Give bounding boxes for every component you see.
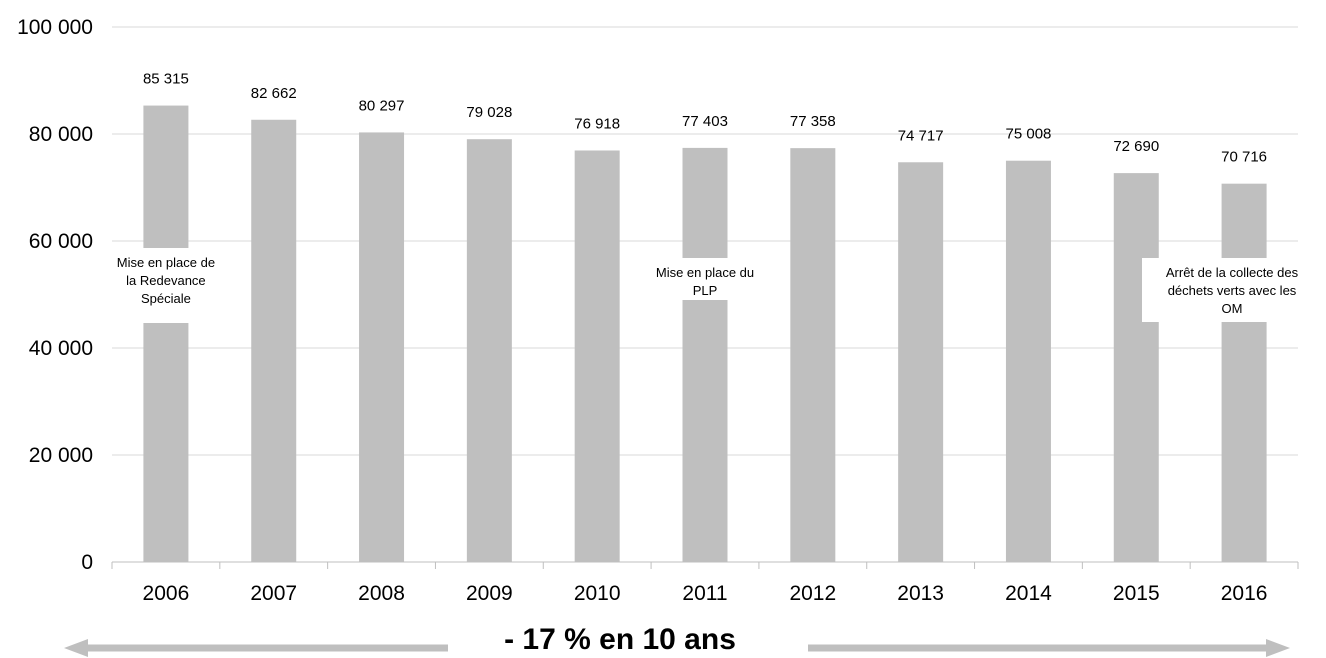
bar-2010 bbox=[574, 150, 620, 562]
data-labels: 85 315 82 662 80 297 79 028 76 918 77 403 77 3… bbox=[143, 71, 1267, 166]
annotation-2011: Mise en place du PLP bbox=[646, 258, 764, 300]
x-tick-label: 2013 bbox=[897, 582, 944, 605]
data-label: 79 028 bbox=[466, 104, 512, 121]
x-tick-label: 2008 bbox=[358, 582, 405, 605]
x-tick-label: 2014 bbox=[1005, 582, 1052, 605]
bars bbox=[143, 105, 1267, 563]
y-tick-label: 60 000 bbox=[29, 230, 93, 253]
data-label: 76 918 bbox=[574, 115, 620, 132]
data-label: 82 662 bbox=[251, 85, 297, 102]
bar-2015 bbox=[1113, 173, 1159, 562]
trend-arrow-right-head bbox=[1266, 639, 1290, 657]
x-tick-label: 2009 bbox=[466, 582, 513, 605]
x-axis-ticks: 2006 2007 2008 2009 2010 2011 2012 2013 2014 2015… bbox=[111, 562, 1299, 605]
x-tick-label: 2012 bbox=[789, 582, 836, 605]
y-tick-label: 0 bbox=[81, 551, 93, 574]
bar-2016 bbox=[1221, 183, 1267, 562]
y-tick-label: 80 000 bbox=[29, 123, 93, 146]
data-label: 77 358 bbox=[790, 113, 836, 130]
x-tick-label: 2007 bbox=[250, 582, 297, 605]
data-label: 77 403 bbox=[682, 113, 728, 130]
x-tick-label: 2006 bbox=[143, 582, 190, 605]
data-label: 80 297 bbox=[359, 97, 405, 114]
data-label: 85 315 bbox=[143, 71, 189, 88]
bar-2011 bbox=[682, 147, 728, 562]
y-tick-label: 40 000 bbox=[29, 337, 93, 360]
data-label: 72 690 bbox=[1113, 138, 1159, 155]
bar-2007 bbox=[251, 119, 297, 562]
bar-2006 bbox=[143, 105, 189, 562]
x-tick-label: 2015 bbox=[1113, 582, 1160, 605]
y-tick-label: 100 000 bbox=[17, 16, 93, 39]
trend-arrow-left-head bbox=[64, 639, 88, 657]
data-label: 70 716 bbox=[1221, 149, 1267, 166]
x-tick-label: 2010 bbox=[574, 582, 621, 605]
data-label: 75 008 bbox=[1006, 126, 1052, 143]
x-tick-label: 2016 bbox=[1221, 582, 1268, 605]
x-tick-label: 2011 bbox=[682, 582, 727, 605]
bar-2012 bbox=[790, 148, 836, 562]
bar-2008 bbox=[359, 132, 405, 562]
y-tick-label: 20 000 bbox=[29, 444, 93, 467]
bar-2014 bbox=[1005, 160, 1051, 562]
annotation-2006: Mise en place de la Redevance Spéciale bbox=[106, 248, 225, 323]
trend-label: - 17 % en 10 ans bbox=[504, 623, 736, 656]
annotation-2016: Arrêt de la collecte des déchets verts a… bbox=[1142, 258, 1322, 322]
bar-2013 bbox=[898, 162, 944, 563]
y-axis-ticks: 0 20 000 40 000 60 000 80 000 100 000 bbox=[17, 16, 93, 574]
data-label: 74 717 bbox=[898, 127, 944, 144]
bar-2009 bbox=[466, 139, 512, 562]
trend-arrow bbox=[64, 639, 1290, 657]
